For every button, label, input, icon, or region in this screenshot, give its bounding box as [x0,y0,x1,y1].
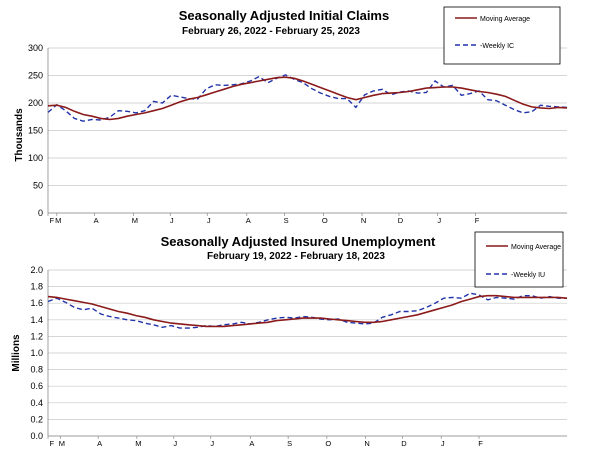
y-tick-label: 100 [28,153,43,163]
y-tick-label: 50 [33,181,43,191]
y-tick-label: 150 [28,126,43,136]
weekly-line [47,292,567,329]
x-tick-label: M [132,216,138,225]
y-tick-label: 0.6 [30,381,43,391]
y-tick-label: 0.8 [30,365,43,375]
y-tick-label: 250 [28,71,43,81]
x-tick-label: S [284,216,289,225]
x-tick-label: O [322,216,328,225]
x-tick-label: A [94,216,99,225]
y-tick-label: 1.2 [30,331,43,341]
legend: Moving Average -Weekly IC [443,6,561,65]
legend-box [443,6,561,65]
series-lines [47,292,568,329]
insured-unemployment-chart: Seasonally Adjusted Insured Unemployment… [11,231,568,448]
x-tick-label: N [361,216,366,225]
grid [47,47,567,214]
legend-label-moving-average: Moving Average [480,16,530,23]
x-tick-label: M [55,216,61,225]
series-lines [47,74,568,122]
x-tick-label: A [97,439,102,448]
x-tick-label: S [287,439,292,448]
x-tick-label: A [246,216,251,225]
grid [47,269,567,437]
initial-claims-chart: Seasonally Adjusted Initial Claims Febru… [14,6,568,225]
x-tick-label: J [210,439,214,448]
y-tick-label: 0.0 [30,431,43,441]
chart-title: Seasonally Adjusted Insured Unemployment [161,234,436,249]
moving-average-line [47,294,568,328]
x-tick-label: D [401,439,407,448]
x-tick-label: F [478,439,483,448]
legend-box [474,231,564,288]
y-tick-label: 1.6 [30,298,43,308]
x-tick-label: D [398,216,404,225]
legend-label-weekly: -Weekly IC [480,43,514,50]
moving-average-line [47,76,568,121]
y-tick-label: 0 [38,208,43,218]
x-tick-label: F [475,216,480,225]
y-tick-label: 300 [28,43,43,53]
x-tick-label: J [173,439,177,448]
x-tick-label: J [437,216,441,225]
y-tick-label: 2.0 [30,265,43,275]
legend-label-moving-average: Moving Average [511,244,561,251]
y-tick-label: 1.4 [30,315,43,325]
y-axis-label: Millions [11,334,22,372]
y-tick-label: 0.2 [30,414,43,424]
y-ticks: 0.0 0.2 0.4 0.6 0.8 1.0 1.2 1.4 1.6 1.8 2.0 [30,265,43,441]
legend: Moving Average -Weekly IU [474,231,564,288]
x-tick-label: N [364,439,369,448]
y-tick-label: 1.8 [30,282,43,292]
x-tick-label: M [59,439,65,448]
y-axis-label: Thousands [14,108,25,162]
x-tick-label: O [325,439,331,448]
x-tick-label: A [249,439,254,448]
x-tick-label: M [135,439,141,448]
y-tick-label: 0.4 [30,398,43,408]
legend-label-weekly: -Weekly IU [511,272,545,279]
y-tick-label: 200 [28,98,43,108]
chart-subtitle: February 26, 2022 - February 25, 2023 [182,26,360,37]
y-ticks: 0 50 100 150 200 250 300 [28,43,43,218]
x-tick-label: J [207,216,211,225]
x-tick-label: J [170,216,174,225]
chart-title: Seasonally Adjusted Initial Claims [179,8,389,23]
x-tick-label: F [50,216,55,225]
x-tick-label: F [50,439,55,448]
x-tick-label: J [441,439,445,448]
weekly-line [47,74,568,122]
y-tick-label: 1.0 [30,348,43,358]
chart-subtitle: February 19, 2022 - February 18, 2023 [207,251,385,262]
